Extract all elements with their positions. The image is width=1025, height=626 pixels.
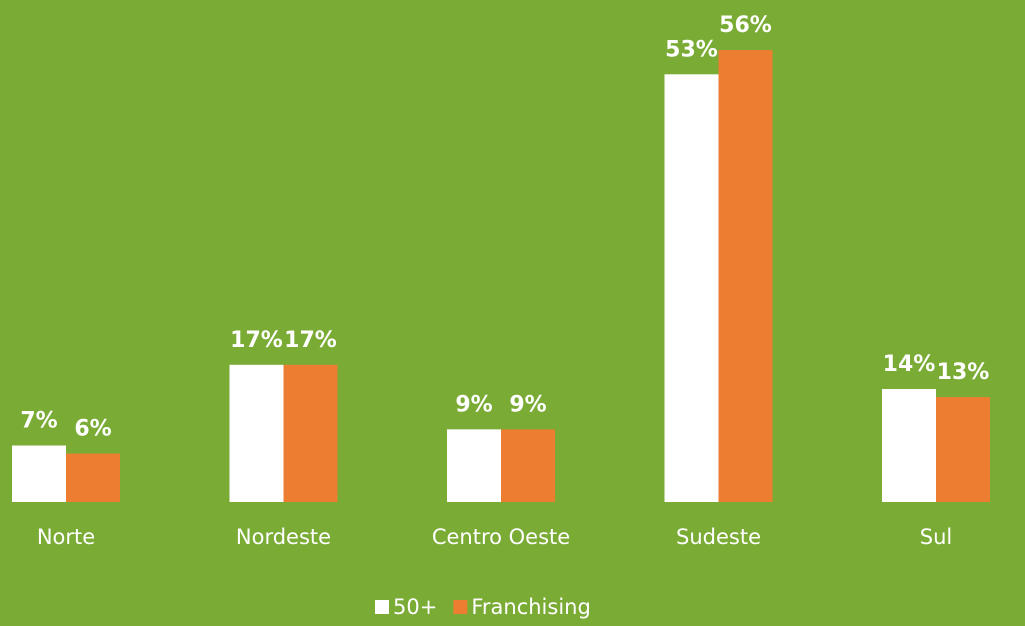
data-label: 56% (719, 13, 772, 38)
x-tick-label: Sul (920, 525, 952, 549)
data-label: 13% (937, 360, 990, 385)
bar (882, 389, 936, 502)
legend-swatch (453, 600, 468, 614)
data-label: 9% (509, 392, 546, 417)
x-tick-label: Nordeste (236, 525, 331, 549)
data-label: 7% (20, 409, 57, 434)
bar (718, 50, 773, 503)
x-tick-label: Centro Oeste (432, 525, 570, 549)
legend-label: 50+ (393, 595, 437, 619)
bar (447, 429, 501, 502)
data-label: 17% (284, 328, 337, 353)
bar (66, 453, 120, 502)
data-label: 14% (883, 352, 936, 377)
bar (283, 364, 338, 502)
bar (501, 429, 555, 502)
bar (936, 397, 990, 502)
data-label: 6% (74, 417, 111, 442)
bar (229, 364, 284, 502)
legend-label: Franchising (471, 595, 590, 619)
data-label: 53% (665, 37, 718, 62)
legend-swatch (375, 600, 389, 614)
bar (664, 74, 719, 502)
bar (12, 445, 66, 502)
data-label: 9% (455, 392, 492, 417)
x-tick-label: Sudeste (676, 525, 761, 549)
data-label: 17% (230, 328, 283, 353)
x-tick-label: Norte (37, 525, 95, 549)
